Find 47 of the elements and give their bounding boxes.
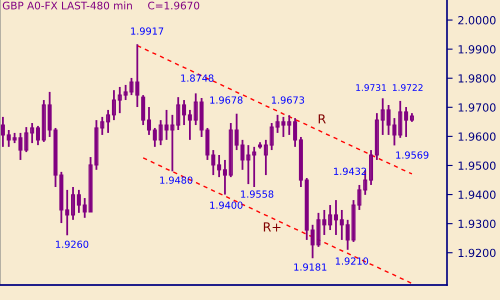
candlestick [112,89,116,122]
candlestick [316,212,320,248]
candlestick [141,94,146,126]
candlestick [36,125,40,146]
candlestick [88,156,93,213]
candlestick [222,159,227,196]
annotation: 1.9480 [160,176,192,184]
y-tick-label: 1.9900 [458,45,496,54]
annotation: 1.9678 [210,96,243,104]
candlestick [369,149,374,186]
candlestick [18,132,22,161]
candlestick [71,186,76,221]
annotation: 1.9722 [392,84,423,91]
candlestick [182,99,186,126]
chart-title: GBP A0-FX LAST-480 min [2,1,132,10]
annotation: 1.9260 [56,240,88,248]
candlestick [164,109,169,141]
y-tick-label: 1.9600 [458,132,496,141]
annotation: 1.9558 [241,190,274,198]
y-tick-label: 1.9500 [458,161,496,170]
y-tick-label: 1.9800 [458,74,496,83]
y-tick-label: 1.9700 [458,103,496,112]
annotation: 1.9400 [210,202,243,209]
annotation: 1.9210 [336,257,368,265]
candlestick [386,104,391,136]
candlestick [334,199,338,236]
candlestick [146,106,152,136]
y-tick-label: 2.0000 [458,16,496,24]
annotation: 1.9917 [131,27,164,35]
annotation: 1.9731 [356,84,386,91]
y-tick-label: 1.9200 [458,248,496,258]
annotation: 1.8748 [181,74,214,82]
candlestick [135,43,140,108]
annotation: 1.9569 [396,151,428,159]
candlestick [129,77,134,96]
annotation: R [318,114,326,124]
line-series [142,157,413,284]
annotation: 1.9181 [294,263,326,271]
y-tick-label: 1.9400 [458,190,496,199]
candlestick [240,138,245,171]
y-tick-label: 1.9300 [458,220,496,228]
annotation: R+ [264,222,280,232]
chart-subtitle: C=1.9670 [148,2,200,10]
candlestick [351,199,356,243]
candlestick [276,114,280,134]
annotation: 1.9673 [272,96,304,104]
annotation: 1.9432 [334,168,366,175]
